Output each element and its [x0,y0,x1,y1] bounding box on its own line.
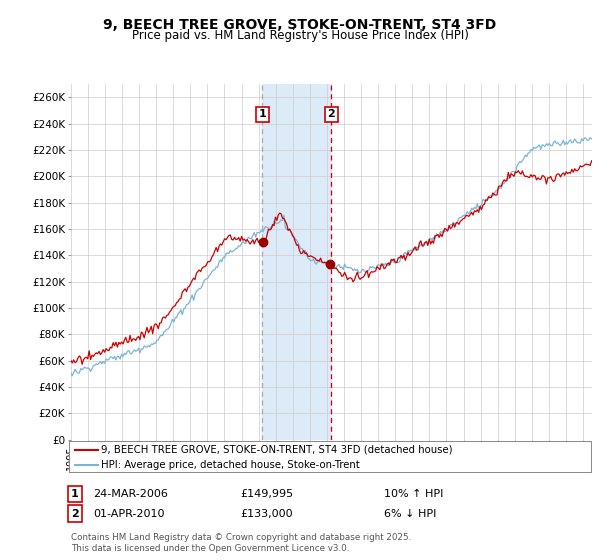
Text: 1: 1 [71,489,79,499]
Text: 24-MAR-2006: 24-MAR-2006 [93,489,168,499]
Text: 6% ↓ HPI: 6% ↓ HPI [384,508,436,519]
Text: 9, BEECH TREE GROVE, STOKE-ON-TRENT, ST4 3FD (detached house): 9, BEECH TREE GROVE, STOKE-ON-TRENT, ST4… [101,444,453,454]
Text: 2: 2 [71,508,79,519]
Text: 01-APR-2010: 01-APR-2010 [93,508,164,519]
Text: HPI: Average price, detached house, Stoke-on-Trent: HPI: Average price, detached house, Stok… [101,460,360,470]
Text: £133,000: £133,000 [240,508,293,519]
Text: 10% ↑ HPI: 10% ↑ HPI [384,489,443,499]
Text: Contains HM Land Registry data © Crown copyright and database right 2025.
This d: Contains HM Land Registry data © Crown c… [71,533,411,553]
Text: 9, BEECH TREE GROVE, STOKE-ON-TRENT, ST4 3FD: 9, BEECH TREE GROVE, STOKE-ON-TRENT, ST4… [103,18,497,32]
Text: £149,995: £149,995 [240,489,293,499]
Text: 1: 1 [259,109,266,119]
Bar [262,84,331,440]
Text: Price paid vs. HM Land Registry's House Price Index (HPI): Price paid vs. HM Land Registry's House … [131,29,469,42]
Text: 2: 2 [328,109,335,119]
